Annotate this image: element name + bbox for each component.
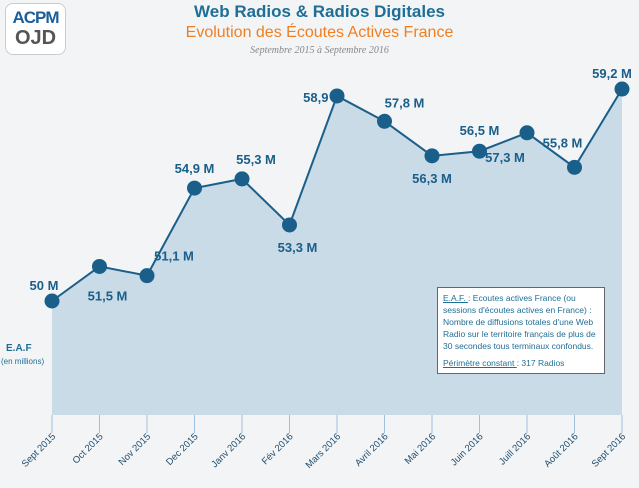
data-point [92, 258, 107, 274]
y-axis-label: E.A.F [6, 343, 32, 354]
data-point [282, 217, 297, 233]
data-label: 57,3 M [485, 150, 525, 165]
data-label: 56,5 M [460, 123, 500, 138]
data-point [139, 268, 155, 284]
x-tick-label: Janv 2016 [209, 431, 248, 470]
data-point [44, 293, 60, 309]
data-label: 51,1 M [154, 249, 194, 264]
logo-line1: ACPM [12, 8, 59, 27]
data-point [614, 81, 630, 97]
x-tick-label: Fév 2016 [260, 431, 296, 467]
data-point [187, 180, 202, 196]
data-label: 53,3 M [278, 240, 318, 255]
x-tick-label: Nov 2015 [117, 431, 154, 468]
y-axis-unit: (en millions) [1, 357, 45, 366]
x-tick-label: Août 2016 [542, 431, 580, 469]
data-point [234, 171, 250, 187]
data-label: 51,5 M [88, 288, 128, 303]
x-tick-label: Avril 2016 [353, 431, 391, 469]
data-point [567, 159, 582, 175]
logo-line2: OJD [14, 27, 57, 49]
data-label: 59,2 M [592, 66, 632, 81]
x-tick-label: Sept 2015 [20, 431, 58, 469]
x-tick-label: Mars 2016 [304, 431, 344, 471]
x-tick-label: Oct 2015 [71, 431, 106, 466]
data-label: 56,3 M [412, 171, 452, 186]
x-tick-label: Dec 2015 [164, 431, 201, 468]
data-point [472, 143, 487, 159]
x-tick-label: Juill 2016 [497, 431, 533, 467]
chart-period: Septembre 2015 à Septembre 2016 [250, 45, 389, 56]
data-point [377, 113, 392, 129]
data-label: 50 M [30, 278, 59, 293]
data-label: 58,9 M [303, 90, 343, 105]
x-tick-label: Sept 2016 [590, 431, 628, 469]
x-tick-label: Juin 2016 [449, 431, 486, 468]
data-label: 55,8 M [543, 135, 583, 150]
x-tick-label: Mai 2016 [403, 431, 438, 466]
chart-subtitle: Evolution des Écoutes Actives France [185, 24, 454, 41]
data-point [424, 148, 440, 164]
data-label: 54,9 M [175, 161, 215, 176]
perimeter-label: Périmètre constant [443, 358, 517, 368]
data-label: 55,3 M [236, 152, 276, 167]
chart-title: Web Radios & Radios Digitales [194, 2, 445, 21]
note-definition: : Ecoutes actives France (ou sessions d'… [443, 293, 596, 351]
note-term: E.A.F. [443, 293, 469, 303]
data-point [519, 125, 535, 141]
data-label: 57,8 M [385, 95, 425, 110]
perimeter-value: : 317 Radios [516, 358, 565, 368]
acpm-ojd-logo: ACPM OJD [5, 3, 66, 55]
data-point [329, 88, 345, 104]
definition-box: E.A.F. : Ecoutes actives France (ou sess… [437, 287, 605, 374]
